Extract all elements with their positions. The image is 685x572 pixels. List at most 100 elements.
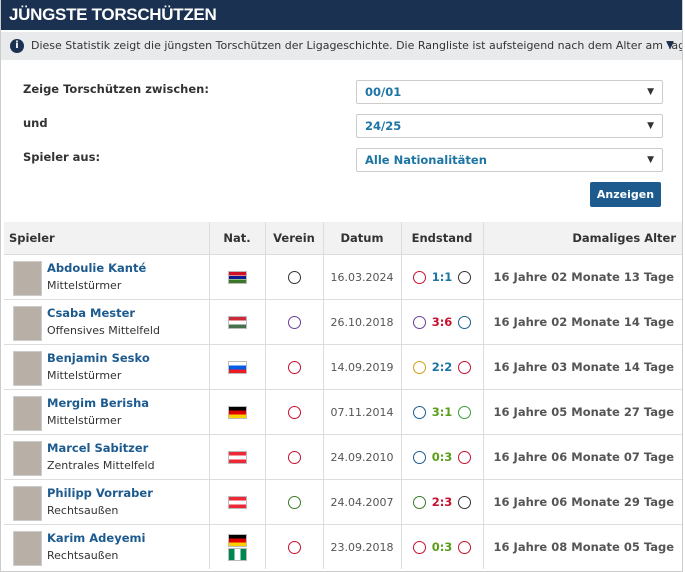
- club-logo[interactable]: [413, 361, 426, 375]
- column-header[interactable]: Nat.: [208, 222, 265, 255]
- select-arrow: ▼: [647, 155, 654, 165]
- club-cell: [264, 344, 323, 390]
- player-info: Csaba Mester Offensives Mittelfeld: [4, 300, 209, 344]
- player-photo[interactable]: [13, 486, 42, 521]
- column-header[interactable]: Verein: [264, 222, 323, 255]
- info-bar[interactable]: i Diese Statistik zeigt die jüngsten Tors…: [1, 32, 682, 60]
- club-logo[interactable]: [413, 316, 426, 330]
- club-logo[interactable]: [458, 406, 471, 420]
- column-header[interactable]: Damaliges Alter: [482, 222, 682, 255]
- club-logo[interactable]: [287, 315, 301, 329]
- table-row: Philipp Vorraber Rechtsaußen 24.04.2007 …: [4, 479, 682, 525]
- score[interactable]: 3:1: [431, 404, 453, 419]
- nationality-cell: [208, 389, 265, 435]
- player-photo[interactable]: [13, 351, 42, 386]
- club-logo[interactable]: [413, 406, 426, 420]
- to-select[interactable]: 24/25 ▼: [356, 114, 663, 138]
- flag-wrap: [210, 534, 265, 547]
- table-body: Abdoulie Kanté Mittelstürmer 16.03.2024 …: [4, 254, 682, 569]
- flag: [227, 270, 247, 284]
- score[interactable]: 3:6: [431, 314, 453, 329]
- column-header[interactable]: Spieler: [4, 222, 209, 255]
- club-logo[interactable]: [287, 540, 301, 554]
- club-logo[interactable]: [458, 496, 471, 510]
- player-info: Philipp Vorraber Rechtsaußen: [4, 480, 209, 524]
- club-logo[interactable]: [287, 360, 301, 374]
- player-photo[interactable]: [13, 396, 42, 431]
- flag: [227, 547, 247, 561]
- club-logo[interactable]: [413, 496, 426, 510]
- date-cell: 16.03.2024: [322, 254, 401, 300]
- club-logo[interactable]: [413, 271, 426, 285]
- club-logo[interactable]: [287, 405, 301, 419]
- player-name[interactable]: Marcel Sabitzer: [47, 441, 149, 455]
- score[interactable]: 0:3: [431, 449, 453, 464]
- expand-toggle[interactable]: ▼: [666, 40, 674, 51]
- flag-wrap: [210, 360, 265, 374]
- flag: [227, 534, 247, 547]
- player-cell: Mergim Berisha Mittelstürmer: [4, 389, 209, 435]
- score[interactable]: 1:1: [431, 269, 453, 284]
- flag-wrap: [210, 405, 265, 419]
- player-position: Offensives Mittelfeld: [47, 324, 160, 337]
- club-logo[interactable]: [287, 450, 301, 464]
- player-info: Benjamin Sesko Mittelstürmer: [4, 345, 209, 389]
- date-cell: 07.11.2014: [322, 389, 401, 435]
- nationality-cell: [208, 434, 265, 480]
- flag-wrap: [210, 450, 265, 464]
- age-cell: 16 Jahre 05 Monate 27 Tage: [482, 389, 682, 435]
- table-row: Karim Adeyemi Rechtsaußen 23.09.2018 0:3…: [4, 524, 682, 569]
- club-cell: [264, 389, 323, 435]
- club-logo[interactable]: [287, 270, 301, 284]
- score[interactable]: 2:3: [431, 494, 453, 509]
- column-header[interactable]: Endstand: [400, 222, 483, 255]
- player-name[interactable]: Philipp Vorraber: [47, 486, 153, 500]
- from-select[interactable]: 00/01 ▼: [356, 80, 663, 104]
- player-name[interactable]: Mergim Berisha: [47, 396, 150, 410]
- player-photo[interactable]: [13, 261, 42, 296]
- from-value: 00/01: [365, 85, 402, 99]
- club-logo[interactable]: [458, 271, 471, 285]
- player-cell: Marcel Sabitzer Zentrales Mittelfeld: [4, 434, 209, 480]
- club-logo[interactable]: [413, 451, 426, 465]
- club-logo[interactable]: [458, 451, 471, 465]
- flag: [227, 360, 247, 374]
- player-name[interactable]: Abdoulie Kanté: [47, 261, 147, 275]
- age-cell: 16 Jahre 02 Monate 13 Tage: [482, 254, 682, 300]
- nationality-cell: [208, 479, 265, 525]
- table-row: Marcel Sabitzer Zentrales Mittelfeld 24.…: [4, 434, 682, 480]
- player-name[interactable]: Karim Adeyemi: [47, 531, 146, 545]
- column-header[interactable]: Datum: [322, 222, 401, 255]
- nat-value: Alle Nationalitäten: [365, 153, 487, 167]
- result-cell: 1:1: [400, 254, 483, 300]
- club-logo[interactable]: [458, 361, 471, 375]
- result-cell: 3:6: [400, 299, 483, 345]
- club-logo[interactable]: [413, 541, 426, 555]
- player-cell: Philipp Vorraber Rechtsaußen: [4, 479, 209, 525]
- player-name[interactable]: Csaba Mester: [47, 306, 136, 320]
- result-cell: 2:3: [400, 479, 483, 525]
- player-name[interactable]: Benjamin Sesko: [47, 351, 150, 365]
- player-photo[interactable]: [13, 441, 42, 476]
- header-row: Spieler Nat. Verein Datum Endstand Damal…: [4, 222, 682, 255]
- nationality-cell: [208, 524, 265, 569]
- score[interactable]: 0:3: [431, 539, 453, 554]
- flag-wrap: [210, 270, 265, 284]
- to-label: und: [23, 116, 48, 130]
- nationality-cell: [208, 299, 265, 345]
- club-logo[interactable]: [287, 495, 301, 509]
- nat-select[interactable]: Alle Nationalitäten ▼: [356, 148, 663, 172]
- player-cell: Karim Adeyemi Rechtsaußen: [4, 524, 209, 569]
- score[interactable]: 2:2: [431, 359, 453, 374]
- club-logo[interactable]: [458, 541, 471, 555]
- submit-button[interactable]: Anzeigen: [590, 182, 661, 207]
- player-photo[interactable]: [13, 531, 42, 566]
- club-logo[interactable]: [458, 316, 471, 330]
- age-cell: 16 Jahre 02 Monate 14 Tage: [482, 299, 682, 345]
- age-cell: 16 Jahre 08 Monate 05 Tage: [482, 524, 682, 569]
- player-photo[interactable]: [13, 306, 42, 341]
- flag-wrap: [210, 495, 265, 509]
- date-cell: 26.10.2018: [322, 299, 401, 345]
- player-info: Mergim Berisha Mittelstürmer: [4, 390, 209, 434]
